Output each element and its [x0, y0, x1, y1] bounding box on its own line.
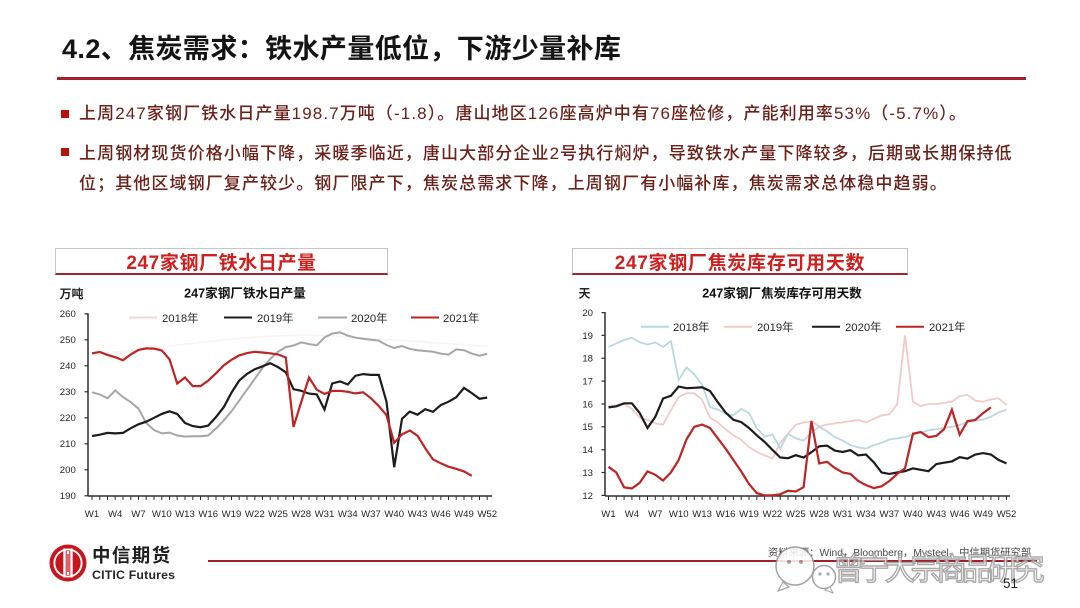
- svg-text:W31: W31: [833, 509, 853, 520]
- svg-text:190: 190: [60, 491, 76, 502]
- svg-text:15: 15: [582, 422, 593, 433]
- svg-text:W34: W34: [856, 509, 876, 520]
- svg-text:W1: W1: [85, 509, 99, 520]
- svg-text:万吨: 万吨: [60, 286, 84, 301]
- svg-text:W1: W1: [601, 509, 615, 520]
- svg-text:W37: W37: [880, 509, 900, 520]
- svg-text:230: 230: [60, 387, 76, 398]
- svg-text:W4: W4: [108, 509, 123, 520]
- svg-text:W19: W19: [739, 509, 759, 520]
- svg-text:18: 18: [582, 354, 593, 365]
- svg-text:W43: W43: [408, 509, 428, 520]
- svg-text:W28: W28: [291, 509, 311, 520]
- svg-text:W28: W28: [809, 509, 829, 520]
- svg-text:19: 19: [582, 331, 593, 342]
- svg-text:W52: W52: [477, 509, 497, 520]
- svg-text:W13: W13: [692, 509, 712, 520]
- svg-text:W40: W40: [384, 509, 404, 520]
- svg-text:2020年: 2020年: [351, 311, 387, 325]
- svg-text:W31: W31: [315, 509, 335, 520]
- svg-text:13: 13: [582, 468, 593, 479]
- svg-text:240: 240: [60, 361, 76, 372]
- svg-text:247家钢厂焦炭库存可用天数: 247家钢厂焦炭库存可用天数: [702, 286, 862, 301]
- svg-text:260: 260: [60, 309, 76, 320]
- svg-text:16: 16: [582, 399, 593, 410]
- svg-text:W25: W25: [268, 509, 288, 520]
- svg-text:W10: W10: [152, 509, 172, 520]
- svg-text:2019年: 2019年: [757, 320, 793, 334]
- svg-text:W4: W4: [625, 509, 640, 520]
- svg-text:W49: W49: [973, 509, 993, 520]
- svg-text:2020年: 2020年: [845, 320, 881, 334]
- svg-text:20: 20: [582, 308, 593, 319]
- svg-text:W22: W22: [245, 509, 265, 520]
- svg-text:210: 210: [60, 439, 76, 450]
- svg-text:2018年: 2018年: [162, 311, 198, 325]
- svg-text:W52: W52: [997, 509, 1017, 520]
- svg-text:W46: W46: [950, 509, 970, 520]
- svg-text:250: 250: [60, 335, 76, 346]
- svg-text:W22: W22: [763, 509, 783, 520]
- svg-text:W16: W16: [198, 509, 218, 520]
- svg-text:W34: W34: [338, 509, 358, 520]
- svg-text:220: 220: [60, 413, 76, 424]
- svg-text:W46: W46: [431, 509, 451, 520]
- svg-text:W7: W7: [131, 509, 145, 520]
- svg-text:天: 天: [579, 287, 591, 301]
- svg-text:14: 14: [582, 445, 593, 456]
- svg-text:2021年: 2021年: [443, 311, 479, 325]
- svg-text:200: 200: [60, 465, 76, 476]
- svg-text:W37: W37: [361, 509, 381, 520]
- svg-text:W13: W13: [175, 509, 195, 520]
- svg-text:12: 12: [582, 491, 593, 502]
- svg-text:17: 17: [582, 377, 593, 388]
- svg-text:2021年: 2021年: [929, 320, 965, 334]
- svg-text:W43: W43: [926, 509, 946, 520]
- svg-text:W10: W10: [669, 509, 689, 520]
- svg-text:W25: W25: [786, 509, 806, 520]
- svg-text:W49: W49: [454, 509, 474, 520]
- svg-text:247家钢厂铁水日产量: 247家钢厂铁水日产量: [184, 286, 306, 301]
- svg-text:W7: W7: [648, 509, 662, 520]
- svg-text:2019年: 2019年: [257, 311, 293, 325]
- svg-text:W19: W19: [222, 509, 242, 520]
- svg-text:W40: W40: [903, 509, 923, 520]
- svg-text:W16: W16: [716, 509, 736, 520]
- svg-text:2018年: 2018年: [673, 320, 709, 334]
